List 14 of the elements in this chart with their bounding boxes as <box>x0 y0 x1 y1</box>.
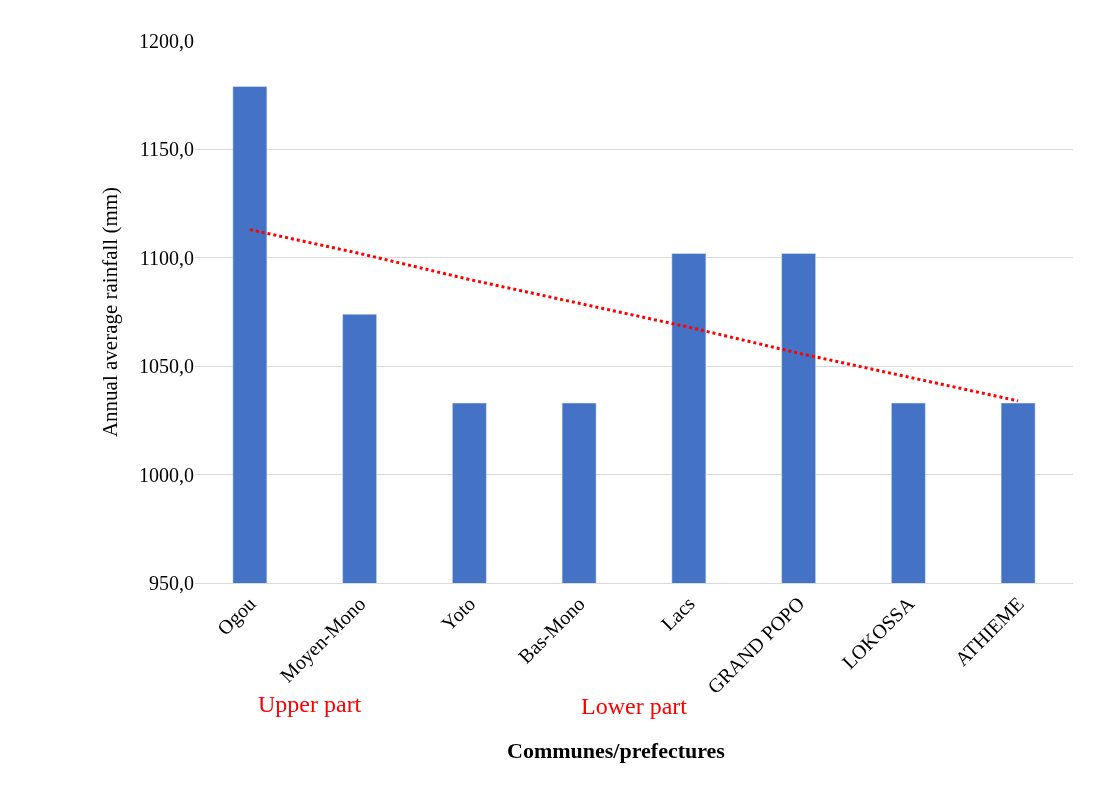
text: Lower part <box>581 693 688 719</box>
y-tick-label: 1000,0 <box>139 463 194 486</box>
line-series <box>248 228 1020 403</box>
y-tick-label: 1100,0 <box>139 246 194 269</box>
x-axis-title: Communes/prefectures <box>507 738 726 763</box>
y-axis-title: Annual average rainfall (mm) <box>98 186 123 438</box>
x-tick-label: Yoto <box>436 592 480 635</box>
x-tick-label: Ogou <box>212 592 261 641</box>
y-tick-label: 1200,0 <box>139 30 194 52</box>
y-tick-label: 1050,0 <box>139 355 194 378</box>
text: Upper part <box>258 691 362 717</box>
x-tick-label: Lacs <box>656 592 699 635</box>
y-tick-label: 950,0 <box>149 572 194 594</box>
y-tick-label: 1150,0 <box>139 138 194 161</box>
